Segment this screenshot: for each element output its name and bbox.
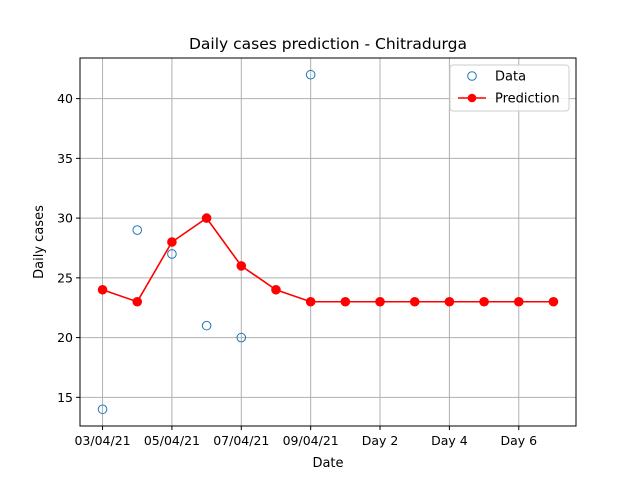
legend-box	[449, 64, 570, 112]
prediction-point	[409, 296, 420, 307]
chart-title: Daily cases prediction - Chitradurga	[189, 35, 467, 53]
ticks: 03/04/21 05/04/21 07/04/21 09/04/21 Day 2 Day…	[57, 91, 537, 448]
y-tick-label: 15	[57, 390, 73, 405]
data-point	[305, 69, 316, 80]
x-tick-label: 03/04/21	[74, 433, 130, 448]
data-point	[167, 249, 177, 259]
grid	[80, 58, 576, 426]
prediction-point	[444, 296, 455, 307]
legend-label: Prediction	[495, 92, 560, 107]
x-tick-label: Day 6	[500, 433, 537, 448]
prediction-point	[513, 296, 524, 307]
data-point	[201, 320, 212, 331]
prediction-point	[236, 261, 247, 271]
x-tick-label: 09/04/21	[283, 433, 339, 448]
prediction-point	[167, 237, 177, 247]
x-tick-label: Day 4	[431, 433, 468, 448]
legend: Data Prediction	[449, 64, 570, 112]
prediction-point	[305, 296, 316, 307]
legend-label: Data	[495, 70, 526, 85]
y-tick-label: 35	[57, 151, 73, 166]
x-axis-title: Date	[312, 456, 343, 471]
y-tick-label: 30	[57, 211, 73, 226]
plot-frame	[79, 57, 577, 427]
y-tick-label: 40	[57, 91, 73, 106]
prediction-point	[271, 284, 281, 295]
x-tick-label: 07/04/21	[213, 433, 269, 448]
y-tick-label: 25	[57, 270, 73, 285]
prediction-line	[102, 217, 554, 303]
y-axis-title: Daily cases	[32, 205, 47, 279]
data-point	[97, 404, 108, 415]
prediction-point	[375, 296, 385, 307]
prediction-point	[132, 296, 143, 307]
prediction-point	[340, 296, 351, 307]
prediction-point	[479, 296, 489, 307]
prediction-point	[97, 284, 108, 295]
prediction-point	[548, 296, 559, 307]
data-point	[236, 332, 247, 343]
series-layer	[97, 69, 559, 415]
x-tick-label: 05/04/21	[144, 433, 200, 448]
legend-prediction-swatch-marker	[467, 93, 477, 103]
data-point	[132, 225, 143, 235]
legend-data-swatch	[467, 71, 477, 81]
x-tick-label: Day 2	[362, 433, 399, 448]
y-tick-label: 20	[57, 330, 73, 345]
prediction-point	[201, 213, 212, 223]
